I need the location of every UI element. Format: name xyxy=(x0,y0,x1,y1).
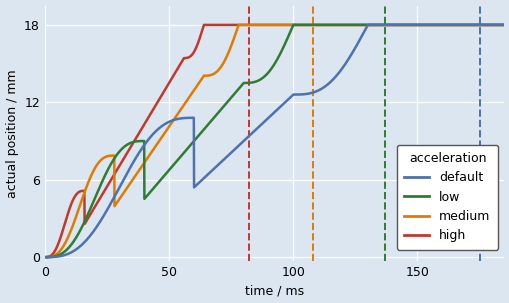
low xyxy=(290,23,296,27)
high xyxy=(253,23,259,27)
Line: medium: medium xyxy=(45,25,503,257)
medium xyxy=(65,235,71,238)
medium xyxy=(500,23,506,27)
medium xyxy=(42,255,48,259)
high xyxy=(487,23,493,27)
low xyxy=(487,23,493,27)
medium xyxy=(235,23,241,27)
default xyxy=(403,23,409,27)
default xyxy=(42,255,48,259)
high xyxy=(265,23,271,27)
high xyxy=(403,23,409,27)
medium xyxy=(487,23,493,27)
Line: default: default xyxy=(45,25,503,257)
high xyxy=(500,23,506,27)
low xyxy=(500,23,506,27)
high xyxy=(487,23,493,27)
default xyxy=(487,23,493,27)
Line: low: low xyxy=(45,25,503,257)
low xyxy=(265,71,271,74)
high xyxy=(65,211,71,214)
low xyxy=(403,23,409,27)
default xyxy=(487,23,493,27)
default xyxy=(364,23,370,27)
low xyxy=(42,255,48,259)
Y-axis label: actual position / mm: actual position / mm xyxy=(6,69,18,198)
X-axis label: time / ms: time / ms xyxy=(245,285,303,298)
medium xyxy=(487,23,493,27)
medium xyxy=(403,23,409,27)
medium xyxy=(265,23,271,27)
default xyxy=(65,252,71,255)
medium xyxy=(253,23,259,27)
low xyxy=(65,246,71,250)
Legend: default, low, medium, high: default, low, medium, high xyxy=(396,145,497,250)
default xyxy=(500,23,506,27)
high xyxy=(42,255,48,259)
default xyxy=(265,116,271,120)
low xyxy=(252,80,259,83)
Line: high: high xyxy=(45,25,503,257)
default xyxy=(252,128,259,131)
low xyxy=(487,23,493,27)
high xyxy=(201,23,207,27)
